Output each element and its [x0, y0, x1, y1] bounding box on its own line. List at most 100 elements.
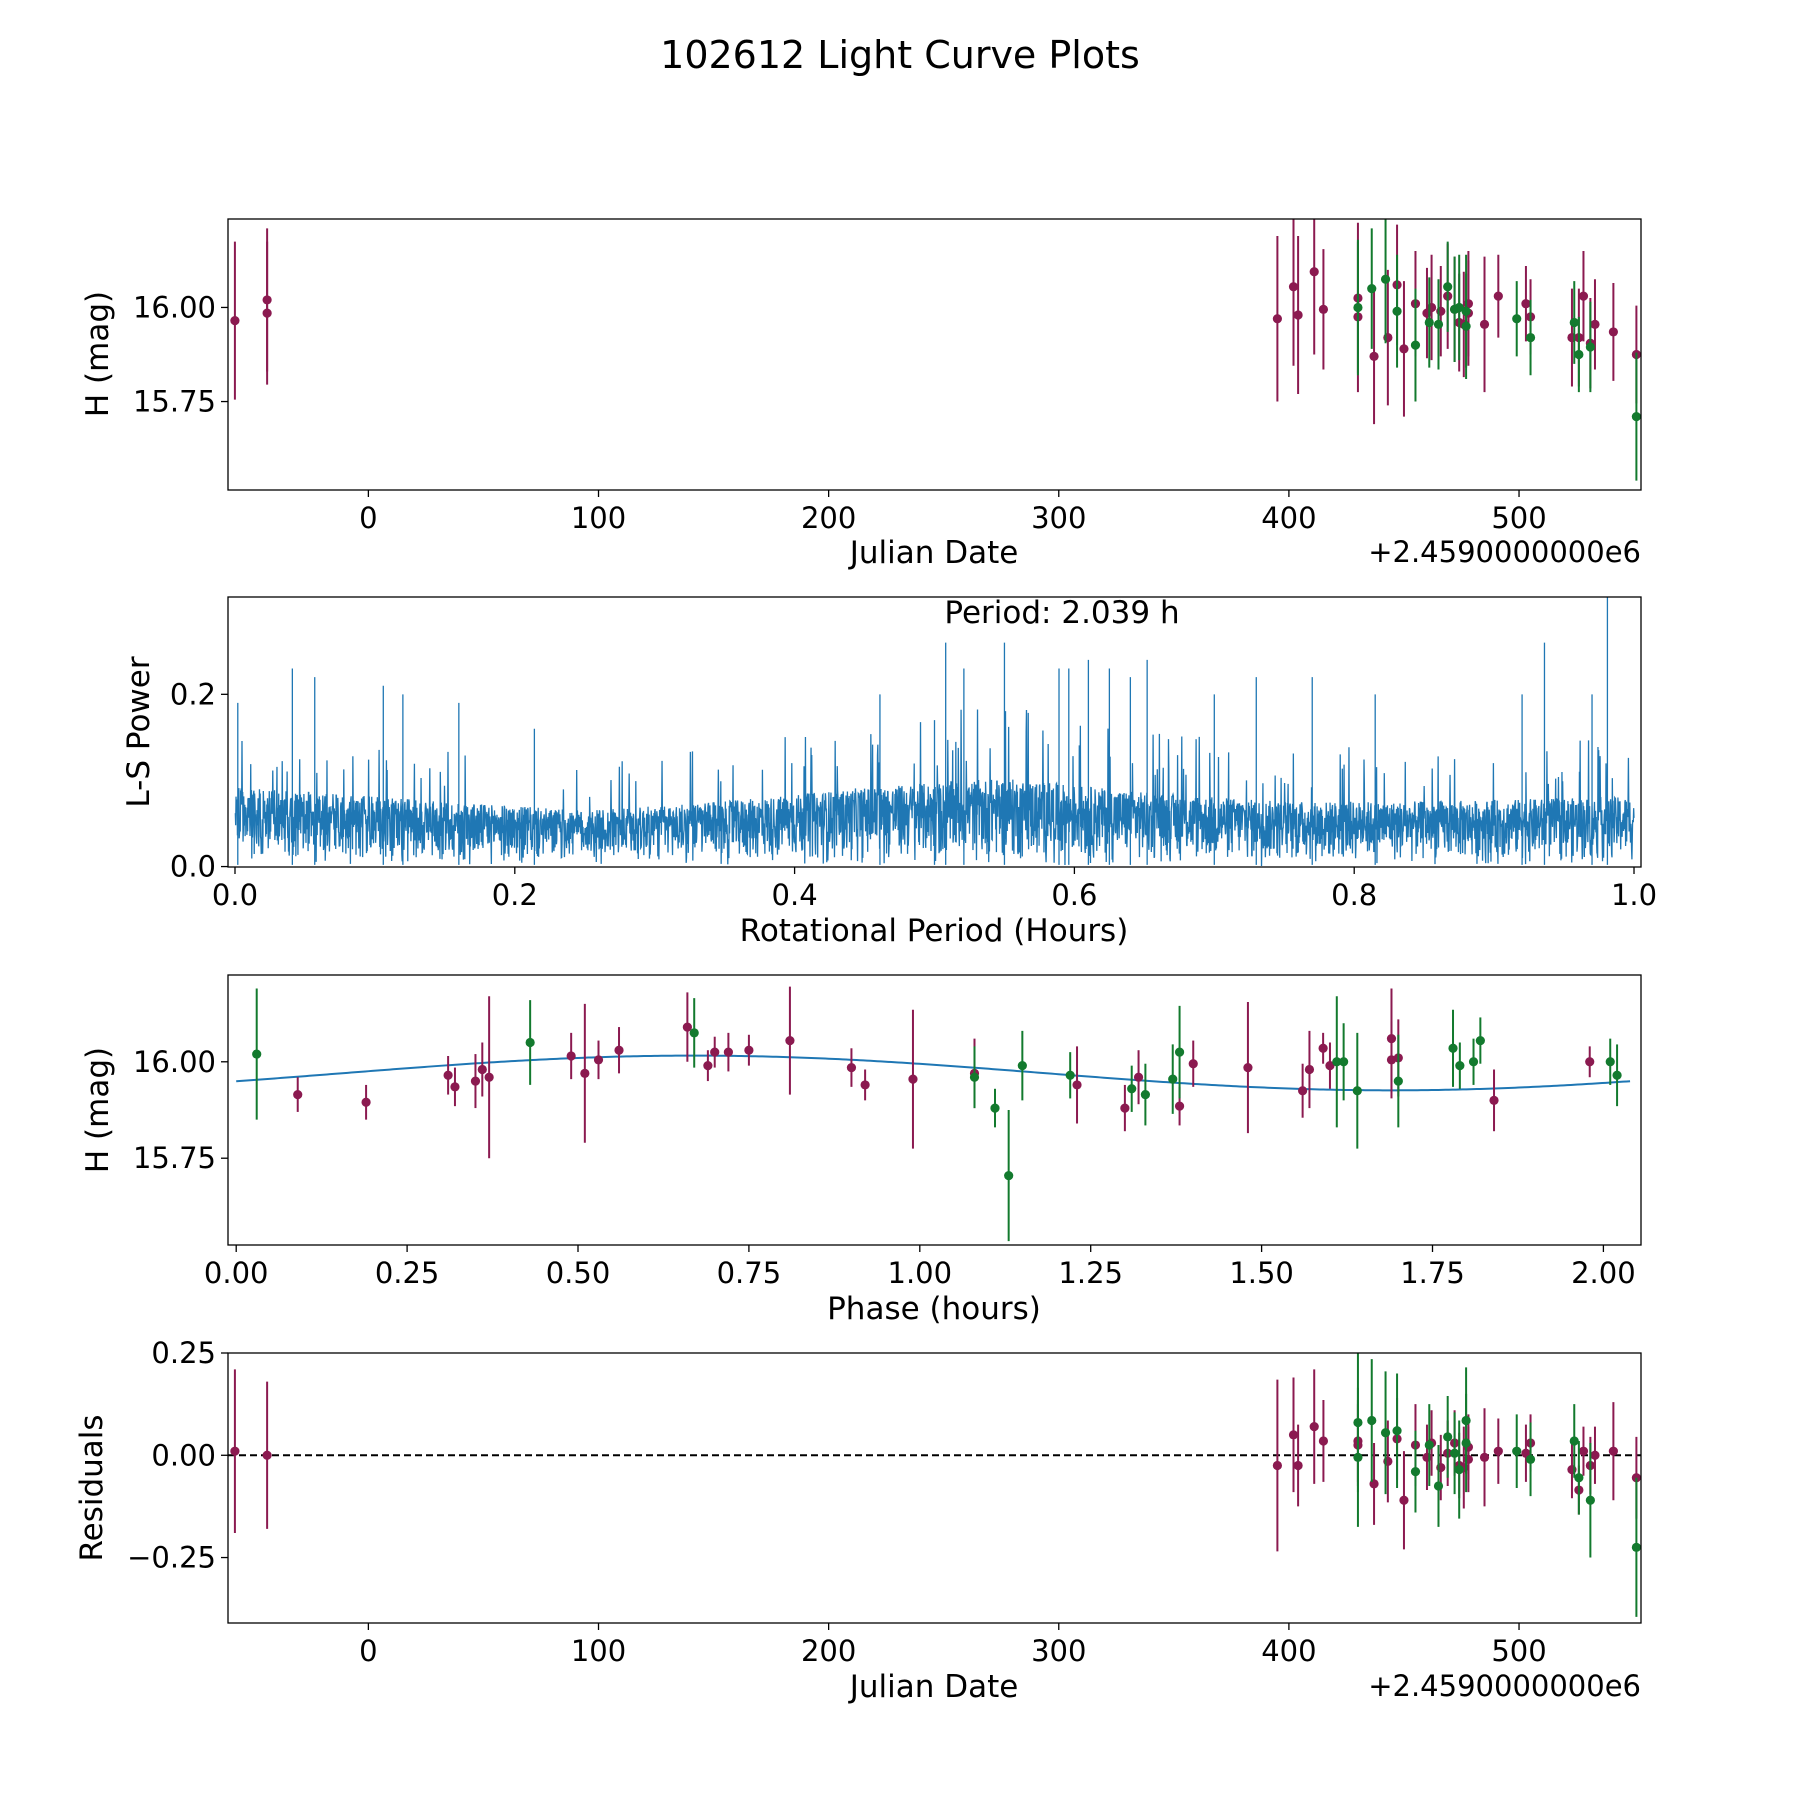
phased-point-green [1448, 1043, 1458, 1053]
residuals-point-green [1631, 1542, 1641, 1552]
phased-point-maroon [1585, 1057, 1595, 1067]
residuals-ytick-label: −0.25 [127, 1541, 216, 1575]
phased-point-green [525, 1037, 535, 1048]
residuals-point-green [1353, 1452, 1363, 1462]
phased-point-maroon [443, 1070, 453, 1080]
lightcurve-point-green [1454, 302, 1464, 313]
lightcurve-point-green [1424, 317, 1434, 328]
periodogram-xtick-label: 0.8 [1331, 878, 1377, 912]
phased-xtick-label: 1.00 [888, 1256, 953, 1290]
lightcurve-xtick-label: 500 [1491, 501, 1546, 535]
residuals-point-green [1410, 1467, 1421, 1477]
residuals-ytick-label: 0.25 [151, 1336, 216, 1370]
lightcurve-xtick-label: 100 [571, 501, 626, 535]
lightcurve-point-green [1443, 282, 1453, 292]
residuals-xtick-label: 300 [1031, 1634, 1086, 1668]
residuals-point-maroon [230, 1446, 240, 1456]
phased-ytick-label: 16.00 [133, 1045, 216, 1079]
phased-point-green [1468, 1057, 1479, 1067]
lightcurve-xlabel: Julian Date [848, 535, 1019, 571]
period-annotation: Period: 2.039 h [944, 595, 1179, 631]
residuals-point-green [1585, 1495, 1595, 1505]
lightcurve-point-green [1569, 317, 1579, 328]
phased-xtick-label: 1.25 [1058, 1256, 1123, 1290]
periodogram-plot-area [234, 597, 1635, 866]
phased-point-maroon [1243, 1062, 1253, 1073]
phased-point-green [1065, 1070, 1075, 1080]
residuals-xtick-label: 200 [801, 1634, 856, 1668]
phased-point-maroon [1174, 1101, 1185, 1111]
residuals-point-green [1433, 1481, 1444, 1491]
lightcurve-ytick-label: 15.75 [133, 385, 216, 419]
residuals-point-maroon [1399, 1495, 1409, 1505]
residuals-point-maroon [1272, 1460, 1282, 1471]
lightcurve-point-maroon [1479, 319, 1490, 329]
phased-point-maroon [908, 1074, 918, 1084]
phased-xtick-label: 0.50 [546, 1256, 611, 1290]
phased-point-maroon [614, 1045, 624, 1055]
lightcurve-point-green [1392, 306, 1402, 316]
residuals-ytick-label: 0.00 [151, 1438, 216, 1472]
phased-xtick-label: 0.25 [375, 1256, 440, 1290]
phased-point-maroon [785, 1035, 795, 1046]
lightcurve-point-green [1353, 302, 1363, 313]
lightcurve-point-maroon [1521, 299, 1531, 309]
phased-point-green [1174, 1047, 1185, 1057]
lightcurve-point-maroon [1318, 304, 1329, 314]
periodogram-ytick-label: 0.0 [170, 850, 216, 884]
phased-point-green [1352, 1086, 1362, 1096]
residuals-point-green [1525, 1454, 1536, 1464]
lightcurve-axes: 0 100 200 300 400 500 16.00 15.75 [133, 290, 1547, 535]
residuals-point-green [1461, 1438, 1471, 1448]
figure-title: 102612 Light Curve Plots [660, 33, 1140, 77]
periodogram-xtick-label: 1.0 [1611, 878, 1657, 912]
periodogram-xtick-label: 0.6 [1051, 878, 1097, 912]
phased-xtick-label: 2.00 [1571, 1256, 1636, 1290]
lightcurve-point-green [1461, 321, 1471, 331]
residuals-point-maroon [262, 1450, 272, 1460]
residuals-point-maroon [1318, 1436, 1329, 1446]
residuals-point-maroon [1309, 1422, 1319, 1432]
residuals-point-green [1449, 1448, 1460, 1458]
lightcurve-point-maroon [1493, 291, 1503, 301]
phased-point-green [1168, 1074, 1178, 1084]
periodogram-ytick-label: 0.2 [170, 677, 216, 711]
phased-point-maroon [744, 1045, 754, 1055]
phased-point-maroon [1318, 1043, 1328, 1053]
periodogram-axes: 0.0 0.2 0.4 0.6 0.8 1.0 0.0 0.2 [170, 677, 1657, 912]
phased-point-green [1475, 1035, 1485, 1046]
periodogram-frame [227, 596, 1642, 868]
residuals-axes: 0 100 200 300 400 500 0.25 0.00 −0.25 [127, 1336, 1547, 1668]
phased-point-maroon [1188, 1059, 1198, 1069]
phased-point-maroon [470, 1076, 481, 1086]
lightcurve-point-green [1380, 274, 1391, 284]
lightcurve-xtick-label: 300 [1031, 501, 1086, 535]
phased-axes: 0.00 0.25 0.50 0.75 1.00 1.25 1.50 1.75 2.00 16.0… [133, 1045, 1636, 1290]
lightcurve-point-green [1585, 342, 1595, 352]
lightcurve-xtick-label: 200 [801, 501, 856, 535]
lightcurve-offset-text: +2.4590000000e6 [1368, 535, 1641, 569]
phased-point-green [1339, 1057, 1349, 1067]
lightcurve-point-green [1410, 340, 1421, 350]
residuals-xtick-label: 500 [1491, 1634, 1546, 1668]
lightcurve-point-green [1631, 412, 1641, 422]
lightcurve-point-green [1525, 332, 1536, 343]
phased-point-green [969, 1072, 980, 1082]
lightcurve-point-green [1512, 314, 1522, 324]
phased-point-maroon [723, 1047, 733, 1057]
residuals-point-green [1512, 1446, 1522, 1456]
residuals-xtick-label: 100 [571, 1634, 626, 1668]
lightcurve-point-maroon [1590, 319, 1600, 329]
phased-point-maroon [580, 1068, 590, 1078]
phased-point-green [689, 1028, 699, 1038]
residuals-point-maroon [1493, 1446, 1503, 1456]
phased-point-green [1455, 1061, 1465, 1071]
phased-point-maroon [293, 1089, 303, 1100]
residuals-xlabel: Julian Date [848, 1669, 1019, 1705]
lightcurve-point-green [1574, 349, 1584, 360]
panel-periodogram: 0.0 0.2 0.4 0.6 0.8 1.0 0.0 0.2 Period: 2.039 h… [121, 595, 1657, 949]
lightcurve-point-maroon [1309, 267, 1319, 277]
periodogram-xtick-label: 0.2 [492, 878, 538, 912]
phased-point-maroon [1133, 1072, 1144, 1082]
residuals-point-green [1454, 1464, 1464, 1475]
